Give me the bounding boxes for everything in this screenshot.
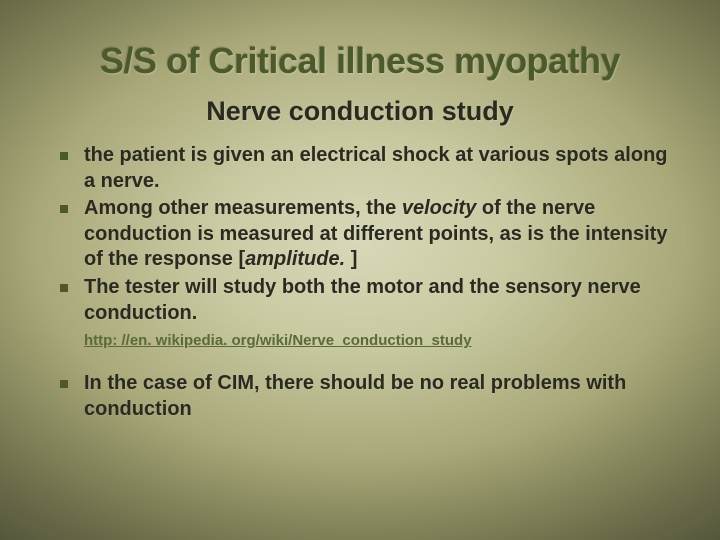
list-item: Among other measurements, the velocity o… bbox=[50, 196, 684, 273]
bullet-italic: amplitude. bbox=[245, 248, 345, 270]
source-link[interactable]: http: //en. wikipedia. org/wiki/Nerve_co… bbox=[84, 332, 690, 349]
list-item: In the case of CIM, there should be no r… bbox=[50, 371, 684, 422]
list-item: The tester will study both the motor and… bbox=[50, 275, 684, 326]
bullet-text: In the case of CIM, there should be no r… bbox=[84, 372, 626, 420]
bullet-list-primary: the patient is given an electrical shock… bbox=[30, 143, 690, 326]
slide-title: S/S of Critical illness myopathy bbox=[30, 40, 690, 82]
list-item: the patient is given an electrical shock… bbox=[50, 143, 684, 194]
bullet-text: the patient is given an electrical shock… bbox=[84, 144, 668, 192]
bullet-text: Among other measurements, the bbox=[84, 197, 402, 219]
bullet-list-secondary: In the case of CIM, there should be no r… bbox=[30, 371, 690, 422]
bullet-italic: velocity bbox=[402, 197, 476, 219]
bullet-text: The tester will study both the motor and… bbox=[84, 276, 641, 324]
slide-subtitle: Nerve conduction study bbox=[30, 96, 690, 127]
slide: S/S of Critical illness myopathy Nerve c… bbox=[0, 0, 720, 540]
bullet-text: ] bbox=[345, 248, 357, 270]
